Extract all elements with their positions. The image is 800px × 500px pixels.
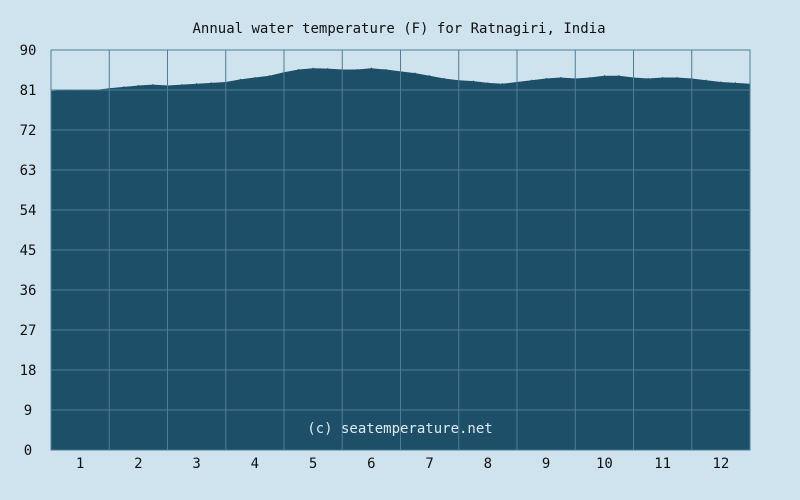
data-point — [705, 79, 707, 81]
data-point — [720, 81, 722, 83]
data-point — [443, 77, 445, 80]
x-tick-label: 9 — [542, 456, 550, 472]
data-point — [501, 83, 504, 85]
y-tick-label: 0 — [24, 443, 32, 459]
data-point — [210, 82, 212, 84]
x-tick-label: 7 — [425, 456, 433, 472]
data-point — [560, 76, 562, 79]
data-point — [196, 83, 198, 85]
data-point — [312, 67, 314, 69]
data-point — [268, 75, 271, 77]
data-point — [472, 80, 474, 82]
y-axis-ticks: 0 9 18 27 36 45 54 63 72 81 90 — [20, 43, 37, 459]
y-tick-label: 81 — [20, 83, 37, 99]
data-point — [137, 84, 139, 87]
y-tick-label: 45 — [20, 243, 37, 259]
x-tick-label: 5 — [309, 456, 317, 472]
x-tick-label: 8 — [484, 456, 492, 472]
data-point — [356, 68, 358, 71]
y-tick-label: 9 — [24, 403, 32, 419]
data-point — [327, 68, 329, 70]
data-point — [429, 75, 431, 77]
watermark: (c) seatemperature.net — [307, 421, 492, 437]
chart-title: Annual water temperature (F) for Ratnagi… — [192, 21, 605, 37]
data-point — [254, 76, 256, 79]
x-tick-label: 6 — [367, 456, 375, 472]
y-tick-label: 72 — [20, 123, 37, 139]
x-tick-label: 4 — [251, 456, 259, 472]
data-point — [647, 77, 649, 80]
data-point — [487, 82, 489, 84]
data-point — [152, 84, 154, 86]
data-point — [239, 78, 241, 80]
data-point — [603, 75, 605, 77]
data-point — [123, 86, 125, 88]
data-point — [530, 79, 533, 81]
data-point — [662, 76, 664, 79]
grid-lines — [50, 49, 751, 451]
data-point — [589, 76, 591, 79]
data-point — [181, 84, 183, 86]
x-tick-label: 12 — [712, 456, 729, 472]
data-point — [545, 77, 547, 80]
x-tick-label: 2 — [134, 456, 142, 472]
x-tick-label: 1 — [76, 456, 84, 472]
y-tick-label: 90 — [20, 43, 37, 59]
data-point — [385, 68, 387, 71]
x-tick-label: 3 — [192, 456, 200, 472]
y-tick-label: 63 — [20, 163, 37, 179]
data-point — [676, 76, 678, 79]
y-tick-label: 54 — [20, 203, 37, 219]
data-point — [370, 67, 372, 69]
y-tick-label: 18 — [20, 363, 37, 379]
data-point — [618, 75, 620, 77]
y-tick-label: 36 — [20, 283, 37, 299]
y-tick-label: 27 — [20, 323, 37, 339]
x-axis-ticks: 1 2 3 4 5 6 7 8 9 10 11 12 — [76, 456, 729, 472]
data-point — [414, 72, 416, 74]
x-tick-label: 10 — [596, 456, 613, 472]
x-tick-label: 11 — [654, 456, 671, 472]
data-point — [297, 68, 300, 71]
data-point — [734, 82, 737, 84]
plot-frame — [50, 49, 751, 451]
